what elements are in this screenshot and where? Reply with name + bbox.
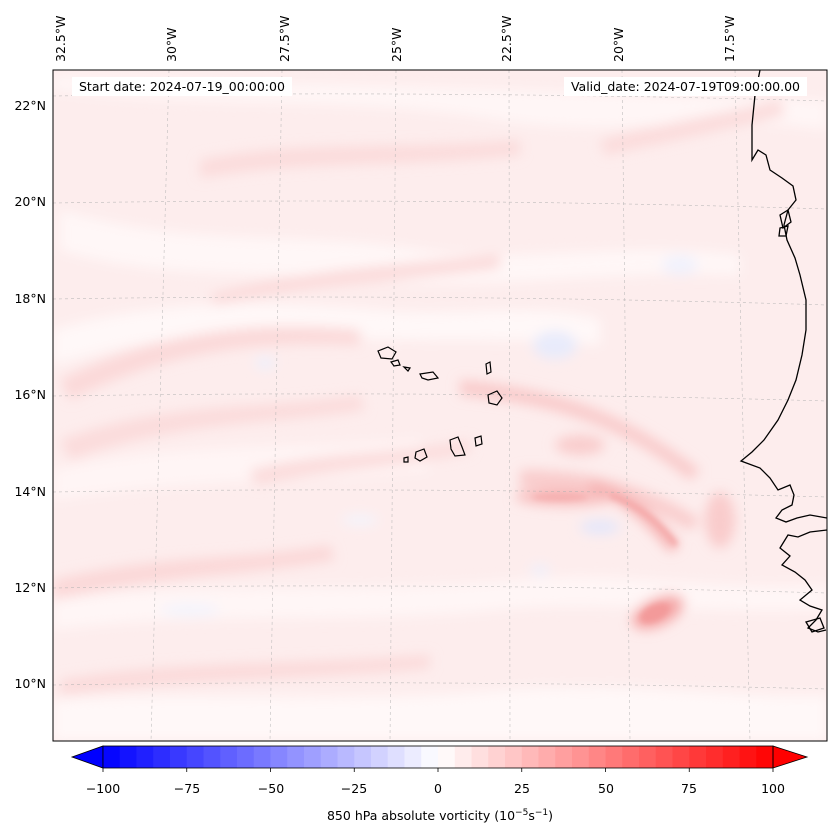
lat-label-12n: 12°N bbox=[14, 580, 46, 595]
colorbar-step bbox=[186, 746, 204, 768]
colorbar-step bbox=[572, 746, 590, 768]
colorbar-step bbox=[421, 746, 439, 768]
valid-date-label: Valid_date: 2024-07-19T09:00:00.00 bbox=[563, 77, 807, 96]
colorbar-title: 850 hPa absolute vorticity (10−5s−1) bbox=[0, 808, 837, 823]
lat-label-22n: 22°N bbox=[14, 98, 46, 113]
colorbar-step bbox=[270, 746, 288, 768]
colorbar-step bbox=[689, 746, 707, 768]
colorbar-title-main: 850 hPa absolute vorticity (10 bbox=[326, 808, 516, 824]
colorbar-step bbox=[287, 746, 305, 768]
colorbar-step bbox=[488, 746, 506, 768]
colorbar-step bbox=[655, 746, 673, 768]
colorbar-tick-label: −25 bbox=[340, 781, 368, 796]
colorbar-tick-marks bbox=[102, 768, 774, 772]
colorbar-step bbox=[505, 746, 523, 768]
colorbar-tick-label: 50 bbox=[598, 781, 614, 796]
colorbar-step bbox=[220, 746, 238, 768]
colorbar-low-extend bbox=[70, 745, 104, 769]
colorbar-step bbox=[170, 746, 188, 768]
lon-label-30w: 30°W bbox=[164, 27, 179, 62]
colorbar-step bbox=[739, 746, 757, 768]
lat-label-20n: 20°N bbox=[14, 194, 46, 209]
colorbar-step bbox=[672, 746, 690, 768]
colorbar-title-exp1: −5 bbox=[515, 808, 529, 818]
colorbar-step bbox=[521, 746, 539, 768]
colorbar-step bbox=[639, 746, 657, 768]
lat-label-10n: 10°N bbox=[14, 676, 46, 691]
colorbar-tick-label: −50 bbox=[257, 781, 285, 796]
lat-label-14n: 14°N bbox=[14, 484, 46, 499]
colorbar-high-extend bbox=[772, 745, 809, 769]
lon-label-32-5w: 32.5°W bbox=[53, 15, 68, 62]
map-frame bbox=[52, 69, 828, 742]
colorbar-step bbox=[153, 746, 171, 768]
colorbar-steps bbox=[103, 746, 774, 768]
colorbar-step bbox=[622, 746, 640, 768]
colorbar-title-exp2: −1 bbox=[534, 808, 549, 818]
colorbar-title-unit: s bbox=[528, 808, 535, 824]
colorbar-title-end: ) bbox=[548, 808, 553, 824]
field-cores bbox=[532, 492, 678, 623]
colorbar-step bbox=[304, 746, 322, 768]
colorbar-step bbox=[588, 746, 606, 768]
colorbar-step bbox=[337, 746, 355, 768]
colorbar-tick-label: 0 bbox=[434, 781, 442, 796]
start-date-label: Start date: 2024-07-19_00:00:00 bbox=[72, 77, 292, 96]
colorbar-step bbox=[354, 746, 372, 768]
colorbar-step bbox=[320, 746, 338, 768]
vorticity-field bbox=[53, 70, 827, 741]
colorbar-step bbox=[756, 746, 774, 768]
colorbar-tick-label: 25 bbox=[514, 781, 530, 796]
colorbar-step bbox=[538, 746, 556, 768]
colorbar-step bbox=[471, 746, 489, 768]
colorbar-step bbox=[253, 746, 271, 768]
colorbar-step bbox=[454, 746, 472, 768]
colorbar-step bbox=[706, 746, 724, 768]
colorbar bbox=[70, 745, 809, 772]
colorbar-step bbox=[237, 746, 255, 768]
lon-label-20w: 20°W bbox=[611, 27, 626, 62]
colorbar-step bbox=[438, 746, 456, 768]
lon-label-25w: 25°W bbox=[389, 27, 404, 62]
lon-label-17-5w: 17.5°W bbox=[722, 15, 737, 62]
colorbar-step bbox=[555, 746, 573, 768]
lon-label-27-5w: 27.5°W bbox=[277, 15, 292, 62]
colorbar-step bbox=[203, 746, 221, 768]
colorbar-step bbox=[722, 746, 740, 768]
cape-verde-islands bbox=[377, 346, 503, 463]
colorbar-tick-label: −75 bbox=[173, 781, 201, 796]
coastline bbox=[739, 70, 827, 633]
lat-label-18n: 18°N bbox=[14, 291, 46, 306]
colorbar-step bbox=[605, 746, 623, 768]
field-shading bbox=[53, 75, 827, 741]
colorbar-tick-label: 75 bbox=[681, 781, 697, 796]
lon-label-22-5w: 22.5°W bbox=[499, 15, 514, 62]
colorbar-step bbox=[404, 746, 422, 768]
colorbar-step bbox=[103, 746, 121, 768]
colorbar-step bbox=[371, 746, 389, 768]
colorbar-step bbox=[387, 746, 405, 768]
lat-label-16n: 16°N bbox=[14, 387, 46, 402]
colorbar-step bbox=[136, 746, 154, 768]
colorbar-tick-label: 100 bbox=[761, 781, 785, 796]
colorbar-step bbox=[119, 746, 137, 768]
colorbar-tick-label: −100 bbox=[85, 781, 121, 796]
